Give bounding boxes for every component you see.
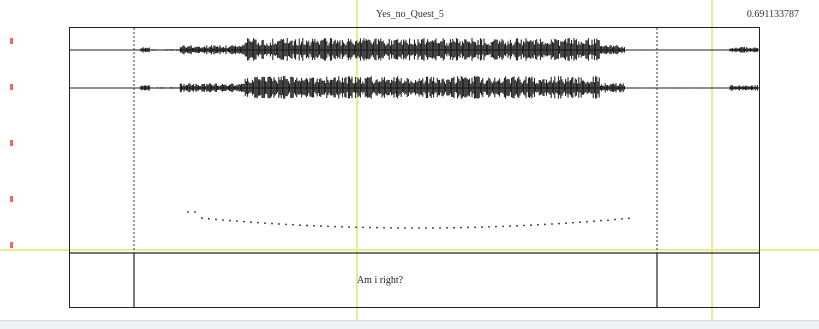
pitch-point [229,220,231,222]
pitch-point [383,227,385,229]
pitch-point [614,219,616,221]
pitch-point [355,226,357,228]
pitch-point [376,227,378,229]
interval-label[interactable]: Am i right? [320,275,440,286]
pitch-point [348,226,350,228]
pitch-point [299,224,301,226]
pitch-point [285,223,287,225]
pitch-point [481,226,483,228]
pitch-point [530,224,532,226]
pitch-point [250,221,252,223]
pitch-point [327,225,329,227]
pitch-point [243,221,245,223]
pitch-point [418,227,420,229]
pitch-point [488,226,490,228]
scrollbar[interactable] [0,320,819,329]
pitch-point [425,227,427,229]
pitch-point [509,225,511,227]
pitch-point [439,227,441,229]
pitch-point [369,227,371,229]
pitch-point [537,224,539,226]
pitch-point [390,227,392,229]
pitch-point [341,226,343,228]
pitch-point [222,219,224,221]
pitch-point [411,227,413,229]
pitch-point [201,217,203,219]
pitch-point [607,219,609,221]
pitch-point [572,222,574,224]
pitch-point [565,222,567,224]
pitch-point [264,222,266,224]
pitch-point [551,223,553,225]
pitch-point [257,222,259,224]
pitch-point [187,211,189,213]
pitch-point [558,223,560,225]
pitch-point [544,224,546,226]
pitch-point [208,218,210,220]
pitch-point [474,226,476,228]
pitch-contour [187,211,630,229]
pitch-point [320,225,322,227]
pitch-point [446,227,448,229]
pitch-point [579,221,581,223]
pitch-point [516,225,518,227]
pitch-point [236,220,238,222]
pitch-point [621,218,623,220]
pitch-point [313,225,315,227]
pitch-point [404,227,406,229]
pitch-point [467,227,469,229]
pitch-point [495,226,497,228]
pitch-point [215,219,217,221]
pitch-point [271,223,273,225]
pitch-point [586,221,588,223]
pitch-point [453,227,455,229]
pitch-point [362,226,364,228]
pitch-point [460,227,462,229]
pitch-point [397,227,399,229]
pitch-point [523,225,525,227]
pitch-point [593,220,595,222]
pitch-point [600,220,602,222]
pitch-point [334,226,336,228]
pitch-point [628,217,630,219]
pitch-point [502,225,504,227]
pitch-point [292,224,294,226]
pitch-point [278,223,280,225]
pitch-point [194,211,196,213]
pitch-point [306,225,308,227]
waveform-channel-2 [141,76,758,99]
pitch-point [432,227,434,229]
waveform-channel-1 [141,38,758,61]
